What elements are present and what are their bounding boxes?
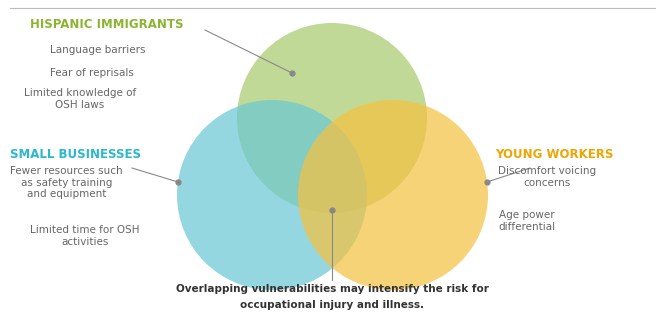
Text: Discomfort voicing
concerns: Discomfort voicing concerns	[498, 166, 596, 187]
Text: SMALL BUSINESSES: SMALL BUSINESSES	[10, 148, 141, 161]
Circle shape	[237, 23, 427, 213]
Text: Fewer resources such
as safety training
and equipment: Fewer resources such as safety training …	[10, 166, 122, 199]
Text: Overlapping vulnerabilities may intensify the risk for: Overlapping vulnerabilities may intensif…	[176, 284, 489, 294]
Circle shape	[298, 100, 488, 290]
Text: Fear of reprisals: Fear of reprisals	[50, 68, 134, 78]
Circle shape	[177, 100, 367, 290]
Text: YOUNG WORKERS: YOUNG WORKERS	[495, 148, 613, 161]
Text: Limited time for OSH
activities: Limited time for OSH activities	[30, 225, 140, 247]
Text: Language barriers: Language barriers	[50, 45, 146, 55]
Text: occupational injury and illness.: occupational injury and illness.	[241, 300, 424, 310]
Text: HISPANIC IMMIGRANTS: HISPANIC IMMIGRANTS	[30, 18, 184, 31]
Text: Age power
differential: Age power differential	[498, 210, 555, 231]
Text: Limited knowledge of
OSH laws: Limited knowledge of OSH laws	[24, 88, 136, 110]
